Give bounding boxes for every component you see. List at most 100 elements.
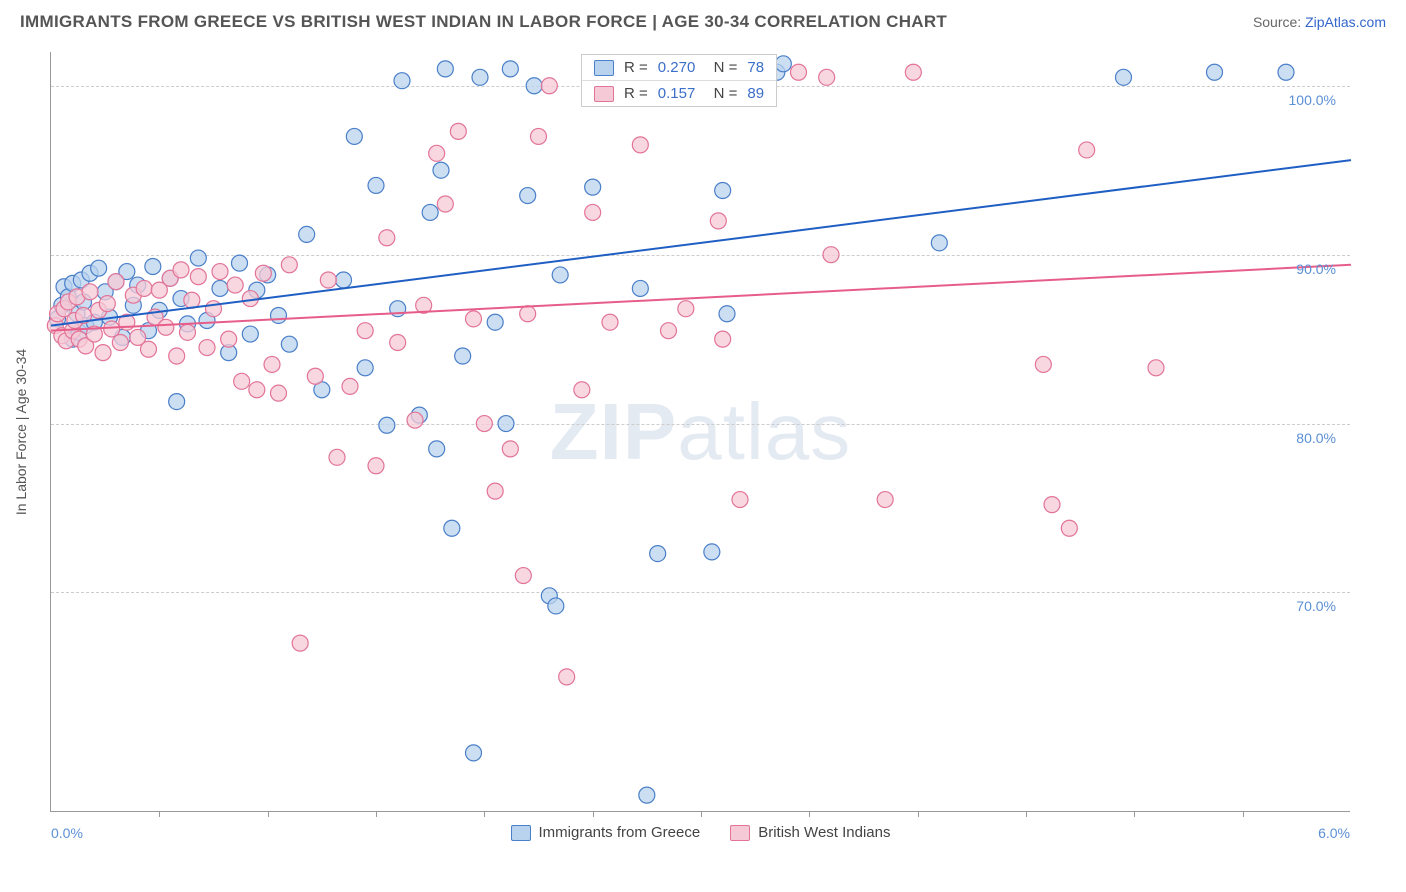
x-tick [809,811,810,817]
scatter-point [221,331,237,347]
y-tick-label: 90.0% [1296,261,1336,277]
scatter-point [931,235,947,251]
scatter-point [264,356,280,372]
scatter-point [212,264,228,280]
scatter-point [819,69,835,85]
scatter-point [498,416,514,432]
scatter-point [574,382,590,398]
source: Source: ZipAtlas.com [1253,14,1386,30]
scatter-point [1079,142,1095,158]
scatter-point [444,520,460,536]
plot-area: In Labor Force | Age 30-34 ZIPatlas R = … [50,52,1350,812]
trend-line [51,160,1351,326]
scatter-point [169,348,185,364]
chart-title: IMMIGRANTS FROM GREECE VS BRITISH WEST I… [20,12,947,32]
x-tick [268,811,269,817]
scatter-point [281,257,297,273]
scatter-svg [51,52,1350,811]
scatter-point [212,280,228,296]
scatter-point [242,326,258,342]
scatter-point [108,274,124,290]
x-tick [701,811,702,817]
scatter-point [292,635,308,651]
scatter-point [437,61,453,77]
scatter-point [602,314,618,330]
scatter-point [559,669,575,685]
scatter-point [678,301,694,317]
scatter-point [112,334,128,350]
scatter-point [1207,64,1223,80]
y-tick-label: 70.0% [1296,598,1336,614]
x-lim-label: 6.0% [1318,825,1350,841]
scatter-point [199,340,215,356]
scatter-point [1116,69,1132,85]
scatter-point [541,78,557,94]
scatter-point [320,272,336,288]
scatter-point [227,277,243,293]
scatter-point [476,416,492,432]
scatter-point [429,441,445,457]
scatter-point [791,64,807,80]
scatter-point [585,204,601,220]
x-tick [376,811,377,817]
scatter-point [502,61,518,77]
legend-swatch-icon [730,825,750,841]
bottom-legend: Immigrants from Greece British West Indi… [511,824,891,841]
scatter-point [531,128,547,144]
scatter-point [368,458,384,474]
scatter-point [281,336,297,352]
scatter-point [342,378,358,394]
scatter-point [190,269,206,285]
scatter-point [82,284,98,300]
scatter-point [271,385,287,401]
scatter-point [719,306,735,322]
scatter-point [877,492,893,508]
legend-item: British West Indians [730,824,890,841]
scatter-point [141,341,157,357]
legend-stats-row: R = 0.270 N = 78 [582,55,776,81]
scatter-point [520,306,536,322]
x-lim-label: 0.0% [51,825,83,841]
scatter-point [905,64,921,80]
scatter-point [169,394,185,410]
scatter-point [466,311,482,327]
scatter-point [136,280,152,296]
scatter-point [190,250,206,266]
scatter-point [394,73,410,89]
legend-stats-row: R = 0.157 N = 89 [582,81,776,106]
scatter-point [180,324,196,340]
scatter-point [823,247,839,263]
scatter-point [715,182,731,198]
legend-label: British West Indians [758,824,890,841]
legend-stats: R = 0.270 N = 78 R = 0.157 N = 89 [581,54,777,107]
scatter-point [234,373,250,389]
scatter-point [585,179,601,195]
scatter-point [379,417,395,433]
scatter-point [271,307,287,323]
legend-swatch-icon [511,825,531,841]
scatter-point [232,255,248,271]
source-label: Source: [1253,14,1301,30]
scatter-point [472,69,488,85]
scatter-point [184,292,200,308]
x-tick [1243,811,1244,817]
scatter-point [639,787,655,803]
scatter-point [450,123,466,139]
scatter-point [299,226,315,242]
scatter-point [437,196,453,212]
scatter-point [775,56,791,72]
source-link[interactable]: ZipAtlas.com [1305,14,1386,30]
scatter-point [548,598,564,614]
scatter-point [99,296,115,312]
scatter-point [357,360,373,376]
y-tick-label: 100.0% [1289,92,1336,108]
n-value: 78 [747,59,764,76]
scatter-point [368,177,384,193]
x-tick [593,811,594,817]
scatter-point [407,412,423,428]
scatter-point [1061,520,1077,536]
r-value: 0.270 [658,59,696,76]
scatter-point [466,745,482,761]
scatter-point [422,204,438,220]
scatter-point [390,334,406,350]
